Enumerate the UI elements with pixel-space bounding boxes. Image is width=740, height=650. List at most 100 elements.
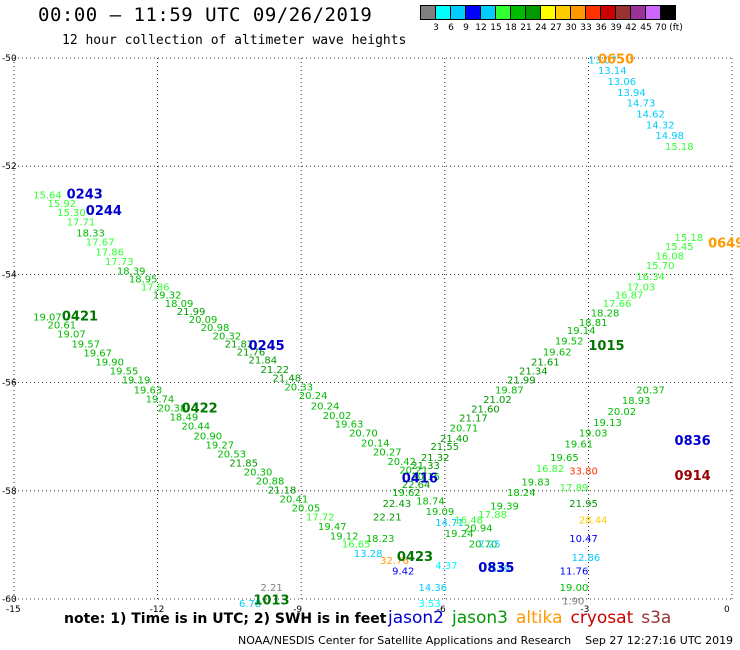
- wave-height-value: 13.07: [588, 55, 617, 66]
- wave-height-value: 20.09: [189, 315, 218, 326]
- wave-height-value: 14.62: [636, 110, 665, 121]
- wave-height-value: 14.73: [627, 99, 656, 110]
- wave-height-value: 11.76: [560, 567, 589, 578]
- wave-height-value: 18.23: [366, 534, 395, 545]
- wave-height-value: 17.03: [627, 283, 656, 294]
- wave-height-value: 17.66: [603, 299, 632, 310]
- color-scale-label: 9: [463, 23, 469, 33]
- wave-height-value: 21.82: [225, 339, 254, 350]
- wave-height-value: 15.18: [675, 233, 704, 244]
- wave-height-value: 17.86: [141, 283, 170, 294]
- pass-time-label: 0243: [67, 188, 103, 203]
- wave-height-value: 20.98: [201, 323, 230, 334]
- wave-height-value: 15.30: [57, 208, 86, 219]
- wave-height-value: 20.21: [399, 465, 428, 476]
- satellite-legend: jason2 jason3 altika cryosat s3a: [388, 608, 679, 628]
- wave-height-value: 28.44: [579, 515, 608, 526]
- wave-height-value: 18.39: [117, 266, 146, 277]
- data-points: 15.6415.9215.3017.7118.3317.6717.8617.73…: [33, 55, 703, 610]
- wave-height-value: 20.33: [284, 383, 313, 394]
- wave-height-value: 19.47: [318, 522, 347, 533]
- color-scale-legend: 3 6 9 12 15 18 21 24 27 30 33 36 39 42 45 70 (ft): [420, 5, 683, 33]
- wave-height-value: 7.25: [478, 540, 500, 551]
- wave-height-value: 20.02: [608, 407, 637, 418]
- color-scale-unit: (ft): [669, 23, 683, 33]
- wave-height-value: 15.70: [646, 261, 675, 272]
- wave-height-value: 19.32: [153, 291, 182, 302]
- wave-height-value: 22.64: [402, 480, 431, 491]
- wave-height-value: 21.32: [421, 453, 450, 464]
- wave-height-value: 13.28: [354, 549, 383, 560]
- wave-height-value: 21.33: [411, 461, 440, 472]
- wave-height-value: 13.14: [598, 66, 627, 77]
- wave-height-value: 17.72: [306, 513, 335, 524]
- wave-height-value: 19.13: [593, 418, 622, 429]
- wave-height-value: 6.29: [488, 564, 510, 575]
- color-scale-label: 27: [550, 23, 562, 33]
- color-scale-label: 30: [565, 23, 577, 33]
- satellite-name: s3a: [641, 608, 672, 628]
- wave-height-value: 16.65: [342, 540, 371, 551]
- wave-height-value: 21.85: [229, 458, 258, 469]
- wave-height-value: 14.71: [435, 518, 464, 529]
- x-tick-label: -3: [580, 605, 589, 615]
- wave-height-value: 20.94: [464, 523, 493, 534]
- pass-time-label: 0649: [708, 236, 740, 251]
- color-scale-label: 24: [535, 23, 547, 33]
- wave-height-value: 20.38: [158, 403, 187, 414]
- color-scale-label: 36: [595, 23, 607, 33]
- wave-height-value: 16.87: [615, 291, 644, 302]
- wave-height-value: 21.17: [459, 414, 488, 425]
- wave-height-value: 19.27: [205, 441, 234, 452]
- wave-height-value: 14.32: [646, 120, 675, 131]
- wave-height-value: 15.92: [48, 199, 77, 210]
- wave-height-value: 20.61: [48, 321, 77, 332]
- wave-height-value: 16.34: [636, 272, 665, 283]
- pass-time-label: 0416: [402, 472, 438, 487]
- wave-height-value: 19.74: [146, 395, 175, 406]
- wave-height-value: 6.78: [239, 599, 261, 610]
- color-scale-label: 21: [520, 23, 532, 33]
- wave-height-value: 21.60: [471, 404, 500, 415]
- wave-height-value: 19.12: [330, 531, 359, 542]
- color-scale-label: 6: [448, 23, 454, 33]
- wave-height-value: 20.42: [387, 457, 416, 468]
- wave-height-value: 20.05: [292, 503, 321, 514]
- wave-height-value: 20.70: [469, 540, 498, 551]
- y-tick-label: -60: [2, 595, 17, 605]
- wave-height-value: 18.28: [591, 309, 620, 320]
- wave-height-value: 18.24: [507, 488, 536, 499]
- pass-time-label: 0421: [62, 309, 98, 324]
- wave-height-value: 14.98: [655, 131, 684, 142]
- wave-height-value: 17.86: [95, 247, 124, 258]
- page-title: 00:00 – 11:59 UTC 09/26/2019: [38, 4, 373, 26]
- wave-height-value: 21.34: [519, 366, 548, 377]
- wave-height-value: 20.44: [182, 422, 211, 433]
- wave-height-value: 22.43: [383, 499, 412, 510]
- wave-height-value: 20.14: [361, 438, 390, 449]
- wave-height-value: 17.71: [67, 218, 96, 229]
- wave-height-value: 19.67: [83, 349, 112, 360]
- y-tick-label: -54: [2, 270, 17, 280]
- wave-height-value: 16.82: [536, 464, 565, 475]
- wave-height-value: 21.48: [272, 374, 301, 385]
- wave-height-value: 19.83: [521, 477, 550, 488]
- wave-height-value: 17.73: [105, 257, 134, 268]
- wave-height-value: 18.74: [416, 496, 445, 507]
- wave-height-value: 19.07: [57, 330, 86, 341]
- wave-height-value: 19.00: [560, 583, 589, 594]
- color-scale-label: 45: [640, 23, 652, 33]
- wave-height-value: 22.21: [373, 513, 402, 524]
- wave-height-value: 21.95: [569, 499, 598, 510]
- color-scale-swatches: [420, 5, 676, 20]
- wave-height-value: 16.08: [655, 251, 684, 262]
- wave-height-value: 21.55: [430, 442, 459, 453]
- page-subtitle: 12 hour collection of altimeter wave hei…: [62, 33, 407, 48]
- pass-time-label: 0650: [598, 52, 634, 67]
- pass-time-label: 0836: [675, 434, 711, 449]
- color-scale-label: 33: [580, 23, 592, 33]
- wave-height-value: 19.07: [33, 312, 62, 323]
- wave-height-value: 20.27: [373, 448, 402, 459]
- wave-height-value: 21.22: [261, 365, 290, 376]
